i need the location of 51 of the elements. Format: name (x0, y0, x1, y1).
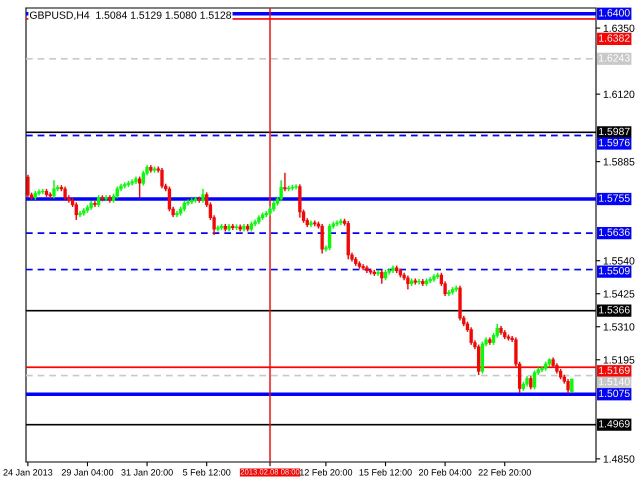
y-tick-label: 1.5310 (604, 323, 634, 331)
x-tick-label: 5 Feb 12:00 (182, 468, 230, 476)
candlestick (116, 186, 119, 200)
candlestick (182, 200, 186, 212)
ref-line-label: 1.5169 (599, 366, 630, 374)
candlestick (74, 202, 78, 221)
candlestick (566, 378, 570, 394)
candlestick (96, 194, 100, 208)
candlestick (250, 220, 254, 232)
y-tick-label: 1.5425 (604, 290, 634, 298)
x-tick-label: 20 Feb 04:00 (418, 468, 472, 476)
x-tick-label: 24 Jan 2013 (3, 469, 52, 476)
candlestick (406, 274, 410, 290)
candlestick (525, 375, 529, 388)
x-tick-label: 29 Jan 04:00 (62, 469, 114, 476)
x-tick-label: 31 Jan 20:00 (121, 469, 173, 476)
candlestick (63, 186, 67, 201)
candlestick (384, 269, 388, 281)
candlestick (529, 375, 532, 390)
y-tick-label: 1.6120 (604, 90, 634, 98)
ref-line-label: 1.4969 (599, 420, 630, 428)
ref-line-label: 1.5636 (599, 228, 630, 236)
ref-line-label: 1.5366 (599, 306, 630, 314)
ref-line-label: 1.5987 (599, 128, 630, 136)
candlestick (532, 370, 536, 390)
x-tick-label: 22 Feb 20:00 (478, 468, 531, 476)
candlestick (52, 180, 56, 200)
x-tick-label: 15 Feb 12:00 (360, 468, 412, 476)
y-tick-label: 1.5195 (604, 356, 634, 364)
candlestick (272, 200, 276, 212)
candlestick (160, 167, 164, 190)
y-tick-label: 1.5540 (604, 257, 634, 265)
candlestick (280, 180, 283, 202)
ref-line-label: 1.6400 (599, 9, 630, 17)
candlestick (283, 172, 287, 192)
candlestick (26, 174, 30, 198)
y-tick-label: 1.6350 (604, 24, 634, 32)
ref-line-label: 1.5509 (599, 267, 630, 274)
candlestick (328, 223, 332, 251)
ref-line-label: 1.5755 (599, 194, 630, 202)
ref-line-label: 1.5075 (599, 390, 630, 398)
candlestick (380, 269, 384, 284)
ref-line-label: 1.6382 (599, 34, 630, 42)
x-tick-label: 12 Feb 20:00 (300, 468, 352, 476)
y-tick-label: 1.5885 (604, 158, 634, 166)
candlestick (138, 176, 142, 198)
y-tick-label: 1.4850 (604, 455, 634, 463)
chart-title: GBPUSD,H4 1.5084 1.5129 1.5080 1.5128 (30, 11, 232, 20)
candlestick (570, 378, 574, 394)
ref-line-label: 1.5976 (599, 138, 630, 146)
candlestick (320, 223, 324, 254)
